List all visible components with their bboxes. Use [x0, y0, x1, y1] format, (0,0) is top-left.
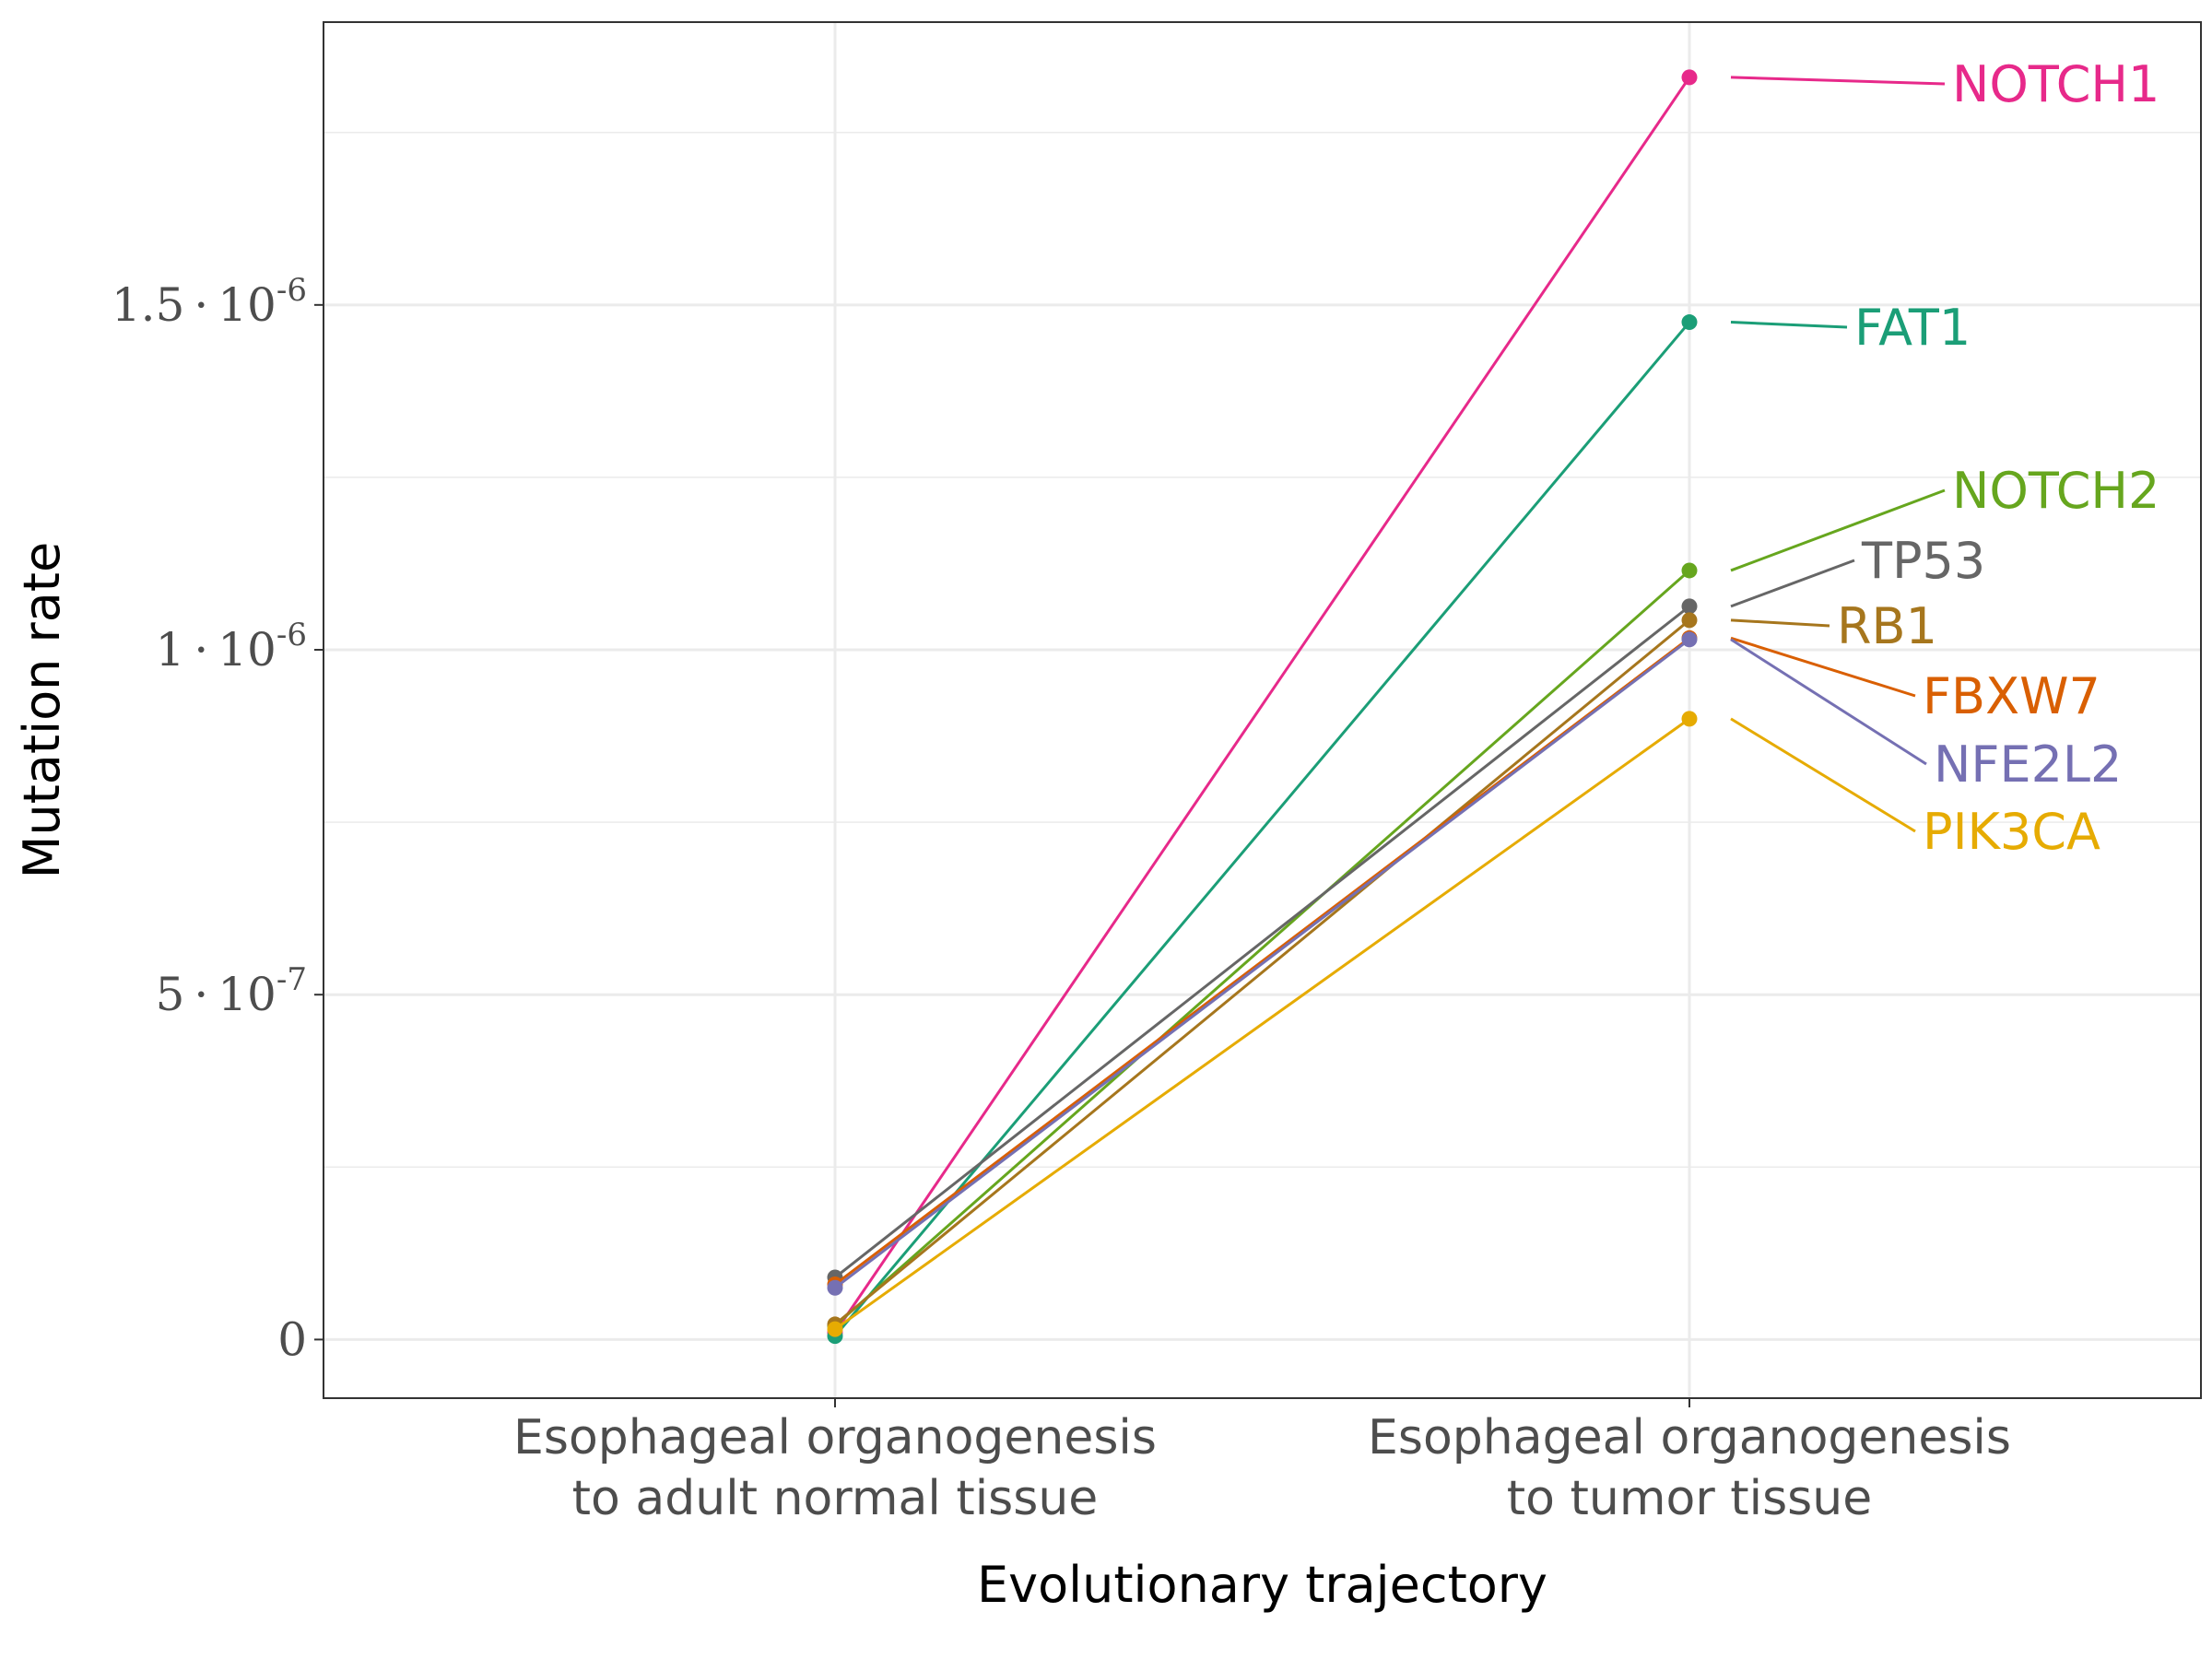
- label-leader-notch1: [1730, 76, 1946, 86]
- series-line-pik3ca: [834, 717, 1690, 1331]
- y-tick-mantissa: 5 · 10: [156, 968, 276, 1021]
- label-leader-notch2: [1730, 488, 1946, 572]
- y-tick-label: 5 · 10-7: [156, 961, 307, 1021]
- series-label-pik3ca: PIK3CA: [1923, 803, 2100, 861]
- data-point-pik3ca: [1681, 711, 1698, 727]
- data-point-pik3ca: [827, 1321, 843, 1337]
- y-tick-exponent: -6: [276, 272, 307, 309]
- label-leader-fat1: [1730, 321, 1848, 329]
- y-tick-mantissa: 0: [277, 1312, 307, 1366]
- y-tick-label: 1 · 10-6: [156, 617, 307, 677]
- label-leader-tp53: [1730, 559, 1855, 608]
- x-tick-label: to adult normal tissue: [572, 1471, 1099, 1526]
- series-label-rb1: RB1: [1837, 597, 1937, 655]
- data-point-nfe2l2: [827, 1279, 843, 1296]
- y-tick-exponent: -7: [276, 961, 307, 998]
- series-line-nfe2l2: [834, 638, 1690, 1289]
- series-label-fbxw7: FBXW7: [1923, 667, 2100, 725]
- series-line-notch2: [834, 569, 1690, 1327]
- data-point-tp53: [1681, 598, 1698, 615]
- label-leader-fbxw7: [1730, 636, 1916, 698]
- y-tick-mantissa: 1 · 10: [156, 623, 276, 677]
- data-point-fat1: [1681, 314, 1698, 331]
- y-tick-label: 1.5 · 10-6: [112, 272, 307, 332]
- x-tick-label: to tumor tissue: [1507, 1471, 1872, 1526]
- grid-layer: [324, 22, 2201, 1398]
- label-leader-rb1: [1730, 618, 1830, 628]
- label-layer: NOTCH1 FAT1 NOTCH2 TP53 RB1 FBXW7 NFE2L2 PIK3CA: [1730, 55, 2159, 861]
- y-axis-title: Mutation rate: [13, 542, 71, 878]
- series-line-tp53: [834, 605, 1690, 1279]
- series-line-rb1: [834, 618, 1690, 1326]
- label-leader-nfe2l2: [1730, 638, 1927, 766]
- series-label-notch1: NOTCH1: [1952, 55, 2159, 113]
- x-tick-label: Esophageal organogenesis: [1368, 1410, 2011, 1465]
- data-point-notch1: [1681, 69, 1698, 86]
- x-axis-title: Evolutionary trajectory: [977, 1556, 1547, 1614]
- data-point-nfe2l2: [1681, 631, 1698, 648]
- series-line-notch1: [833, 76, 1691, 1334]
- series-label-tp53: TP53: [1861, 532, 1985, 590]
- series-label-notch2: NOTCH2: [1952, 462, 2159, 520]
- y-tick-exponent: -6: [276, 617, 307, 653]
- x-tick-label: Esophageal organogenesis: [513, 1410, 1157, 1465]
- data-point-notch2: [1681, 562, 1698, 579]
- y-tick-mantissa: 1.5 · 10: [112, 278, 276, 332]
- plot-panel-border: [323, 21, 2202, 1399]
- series-label-fat1: FAT1: [1854, 299, 1971, 357]
- data-point-rb1: [1681, 612, 1698, 629]
- label-leader-pik3ca: [1730, 717, 1916, 833]
- series-layer: [827, 69, 1698, 1345]
- series-label-nfe2l2: NFE2L2: [1934, 735, 2122, 794]
- y-tick-label: 0: [277, 1312, 307, 1366]
